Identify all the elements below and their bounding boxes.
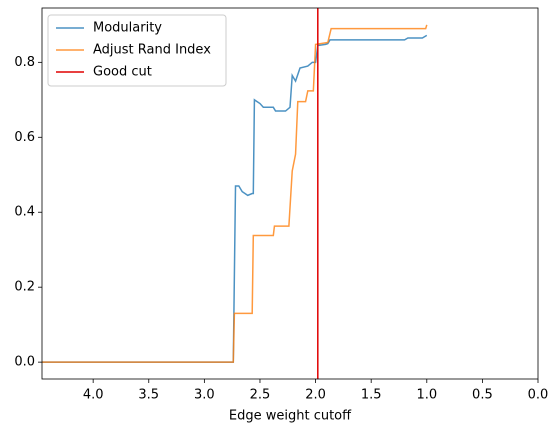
y-tick-label: 0.4 xyxy=(14,205,35,220)
x-tick-label: 0.5 xyxy=(472,388,493,403)
x-tick-label: 3.0 xyxy=(194,388,215,403)
legend-label: Adjust Rand Index xyxy=(93,43,211,58)
y-tick-label: 0.2 xyxy=(14,280,35,295)
x-axis-label: Edge weight cutoff xyxy=(229,409,352,424)
plot-frame xyxy=(41,7,539,380)
legend-label: Good cut xyxy=(93,65,152,80)
x-tick-label: 2.0 xyxy=(305,388,326,403)
x-tick-label: 4.0 xyxy=(83,388,104,403)
legend-label: Modularity xyxy=(93,21,162,36)
x-tick-label: 0.0 xyxy=(528,388,549,403)
y-tick-label: 0.6 xyxy=(14,130,35,145)
legend-box xyxy=(47,14,227,87)
y-tick-label: 0.0 xyxy=(14,355,35,370)
x-tick-label: 1.5 xyxy=(361,388,382,403)
x-tick-label: 2.5 xyxy=(250,388,271,403)
y-tick-label: 0.8 xyxy=(14,55,35,70)
data-line xyxy=(42,24,428,363)
x-tick-label: 1.0 xyxy=(416,388,437,403)
x-tick-label: 3.5 xyxy=(138,388,159,403)
